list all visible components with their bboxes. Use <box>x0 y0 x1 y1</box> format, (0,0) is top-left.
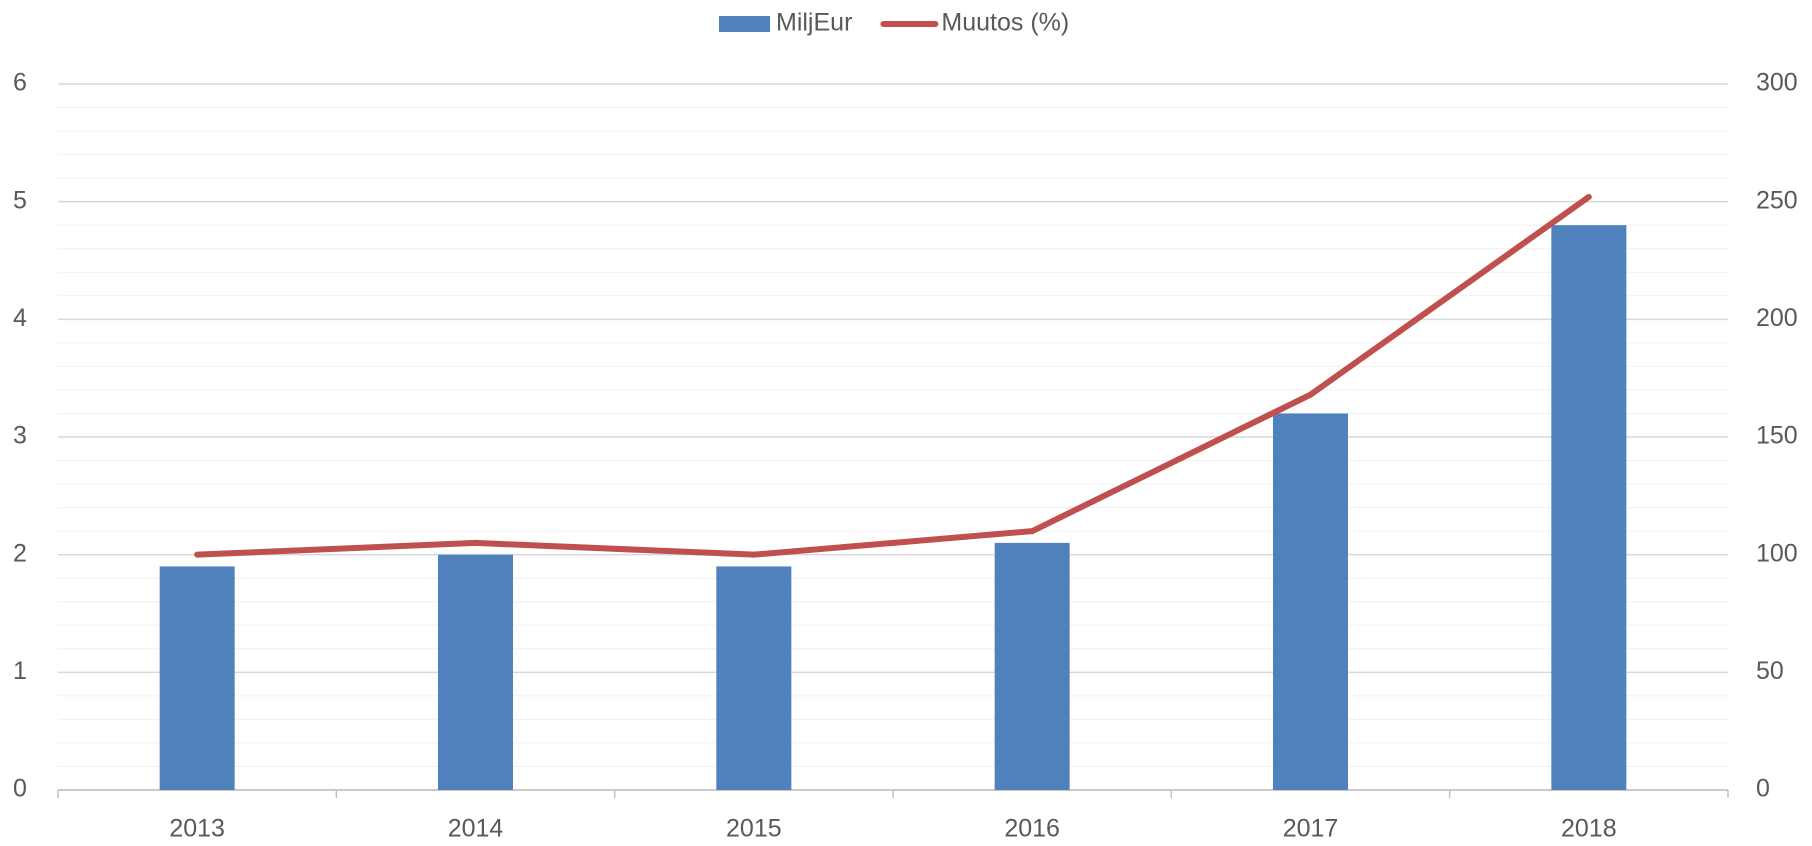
x-tick-label: 2018 <box>1561 815 1617 843</box>
legend-swatch <box>719 16 770 32</box>
line-series <box>194 193 1592 558</box>
y2-tick-label: 250 <box>1756 186 1798 214</box>
bar <box>438 554 513 790</box>
y2-tick-label: 100 <box>1756 539 1798 567</box>
y2-tick-label: 50 <box>1756 657 1784 685</box>
bar <box>994 542 1070 790</box>
x-tick-label: 2013 <box>169 815 225 843</box>
y-tick-label: 2 <box>13 539 27 567</box>
bar <box>1551 225 1627 790</box>
legend-label: MiljEur <box>776 9 852 37</box>
x-tick-label: 2016 <box>1004 815 1060 843</box>
y2-tick-label: 200 <box>1756 304 1798 332</box>
bar <box>1273 413 1348 790</box>
y-tick-label: 4 <box>13 304 27 332</box>
y-tick-label: 3 <box>13 422 27 450</box>
y-tick-label: 6 <box>13 69 27 97</box>
y2-tick-label: 150 <box>1756 422 1798 450</box>
y-tick-label: 0 <box>13 775 27 803</box>
bar <box>159 566 235 790</box>
x-tick-label: 2017 <box>1283 815 1339 843</box>
x-tick-label: 2014 <box>448 815 504 843</box>
y2-tick-label: 300 <box>1756 69 1798 97</box>
y-tick-label: 1 <box>13 657 27 685</box>
y2-tick-label: 0 <box>1756 775 1770 803</box>
legend-label: Muutos (%) <box>941 9 1069 37</box>
x-tick-label: 2015 <box>726 815 782 843</box>
y-tick-label: 5 <box>13 186 27 214</box>
bar <box>716 566 792 790</box>
